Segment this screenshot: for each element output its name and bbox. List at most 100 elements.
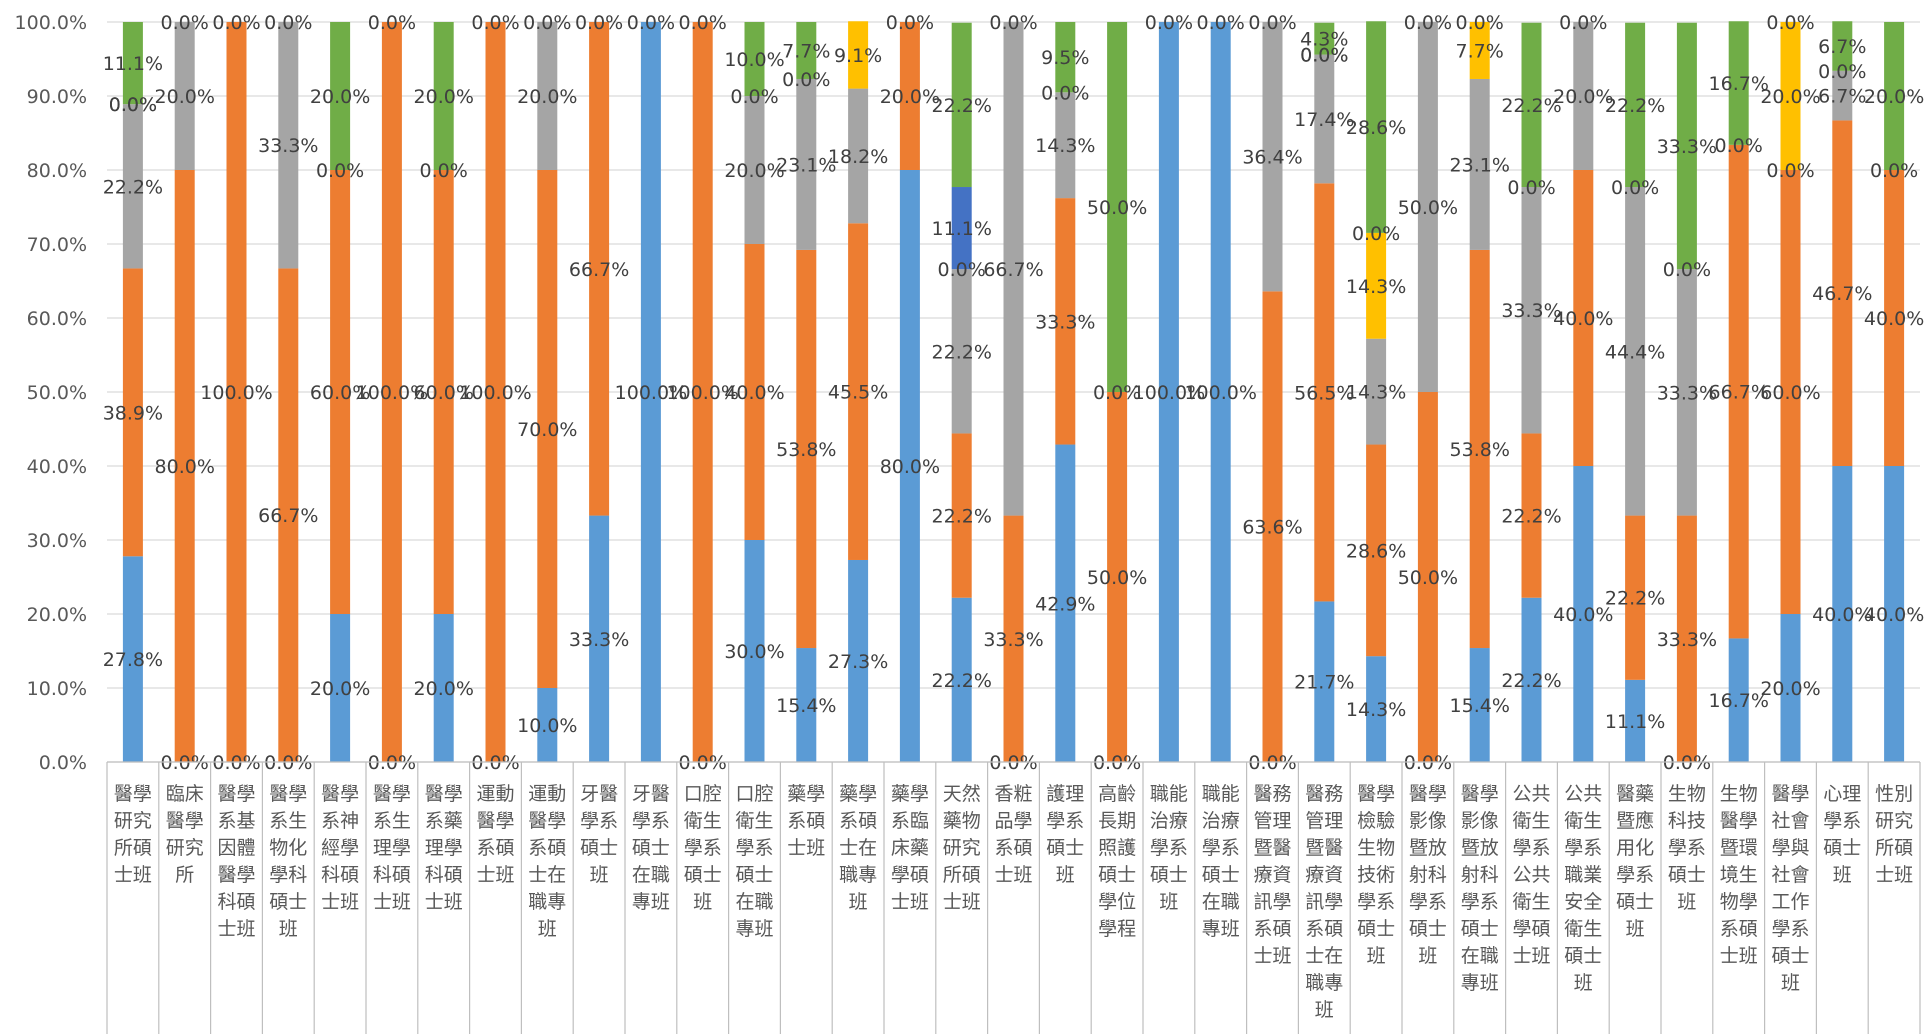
- category-label-line: 運動: [528, 783, 566, 805]
- category-label-line: 衛生: [1512, 810, 1550, 832]
- data-label: 0.0%: [782, 69, 830, 91]
- category-label-line: 學系: [1461, 891, 1499, 913]
- category-table: 醫學研究所碩士班臨床醫學研究所醫學系基因體醫學科碩士班醫學系生物化學科碩士班醫學…: [106, 761, 1921, 1034]
- category-label-line: 長期: [1098, 810, 1136, 832]
- category-label-line: 牙醫: [580, 783, 618, 805]
- data-label: 16.7%: [1709, 73, 1769, 95]
- bar-segment: [1625, 22, 1646, 188]
- category-label-line: 士在: [528, 864, 566, 886]
- data-label: 0.0%: [1300, 45, 1348, 67]
- bar-segment: [1728, 638, 1749, 762]
- category-label-line: 系碩: [787, 810, 825, 832]
- category-label-line: 醫學: [269, 783, 307, 805]
- category-label-line: 士班: [1253, 945, 1291, 967]
- category-label-line: 碩士: [1823, 837, 1861, 859]
- category-label-line: 班: [1677, 891, 1696, 913]
- bar-segment: [1314, 183, 1335, 602]
- data-label: 0.0%: [989, 752, 1037, 774]
- category-label-line: 科碩: [373, 864, 411, 886]
- bar-segment: [330, 614, 351, 762]
- bar-segment: [1625, 187, 1646, 516]
- data-label: 22.2%: [1501, 506, 1561, 528]
- data-label: 27.8%: [103, 649, 163, 671]
- category-label-line: 醫學: [114, 783, 152, 805]
- data-label: 38.9%: [103, 402, 163, 424]
- category-label-line: 系碩: [528, 837, 566, 859]
- category-label-line: 醫學: [1461, 783, 1499, 805]
- category-label-line: 班: [1315, 999, 1334, 1021]
- category-label-line: 班: [1833, 864, 1852, 886]
- data-label: 20.0%: [1553, 86, 1613, 108]
- data-label: 0.0%: [368, 12, 416, 34]
- bar-segment: [433, 170, 454, 614]
- category-label-line: 士班: [373, 891, 411, 913]
- data-label: 100.0%: [666, 382, 738, 404]
- category-label-line: 社會: [1771, 810, 1809, 832]
- category-label-line: 職專: [528, 891, 566, 913]
- category-label-line: 工作: [1771, 891, 1809, 913]
- data-label: 33.3%: [983, 629, 1043, 651]
- bar-segment: [330, 22, 351, 170]
- category-label-line: 公共: [1512, 864, 1550, 886]
- category-label-line: 用化: [1616, 837, 1654, 859]
- bar-segment: [1417, 22, 1438, 392]
- data-label: 0.0%: [1404, 752, 1452, 774]
- bar-segment: [589, 22, 610, 516]
- bar-segment: [1055, 22, 1076, 93]
- data-label: 0.0%: [1300, 45, 1348, 67]
- bar-segment: [1573, 466, 1594, 762]
- data-label: 15.4%: [776, 695, 836, 717]
- data-label: 22.2%: [1501, 95, 1561, 117]
- bar-segment: [1676, 22, 1697, 270]
- data-label: 22.2%: [932, 506, 992, 528]
- bar-segment: [1366, 444, 1387, 657]
- data-label: 0.0%: [109, 94, 157, 116]
- data-label: 33.3%: [1657, 136, 1717, 158]
- data-label: 9.5%: [1041, 47, 1089, 69]
- category-label-line: 專班: [1202, 918, 1240, 940]
- category-label-line: 班: [538, 918, 557, 940]
- data-label: 20.0%: [414, 678, 474, 700]
- category-label-line: 研究: [1875, 810, 1913, 832]
- bar-segment: [1055, 92, 1076, 199]
- category-label-line: 士在: [1305, 945, 1343, 967]
- category-label-line: 班: [1418, 945, 1437, 967]
- data-label: 22.2%: [932, 95, 992, 117]
- category-label-line: 護理: [1046, 783, 1084, 805]
- data-label: 0.0%: [1041, 82, 1089, 104]
- category-label-line: 學系: [1771, 918, 1809, 940]
- bar-segment: [1366, 338, 1387, 445]
- category-label-line: 學系: [632, 810, 670, 832]
- bar-segment: [1780, 22, 1801, 170]
- y-tick-label: 90.0%: [27, 86, 87, 108]
- category-label-line: 床藥: [891, 837, 929, 859]
- category-label-line: 性別: [1875, 783, 1913, 805]
- data-label: 0.0%: [575, 12, 623, 34]
- data-label: 40.0%: [1864, 604, 1924, 626]
- data-label: 14.3%: [1346, 276, 1406, 298]
- bar-segment: [433, 614, 454, 762]
- data-label: 0.0%: [1197, 12, 1245, 34]
- bar-segment: [1469, 648, 1490, 762]
- data-label: 40.0%: [1812, 604, 1872, 626]
- category-label-line: 科碩: [425, 864, 463, 886]
- category-label-line: 士班: [425, 891, 463, 913]
- data-label: 46.7%: [1812, 283, 1872, 305]
- category-label-line: 士在: [839, 837, 877, 859]
- bar-segment: [1625, 515, 1646, 680]
- data-label: 0.0%: [730, 86, 778, 108]
- data-label: 0.0%: [161, 12, 209, 34]
- data-label: 0.0%: [264, 752, 312, 774]
- category-label-line: 班: [1367, 945, 1386, 967]
- category-label-line: 物學: [1720, 891, 1758, 913]
